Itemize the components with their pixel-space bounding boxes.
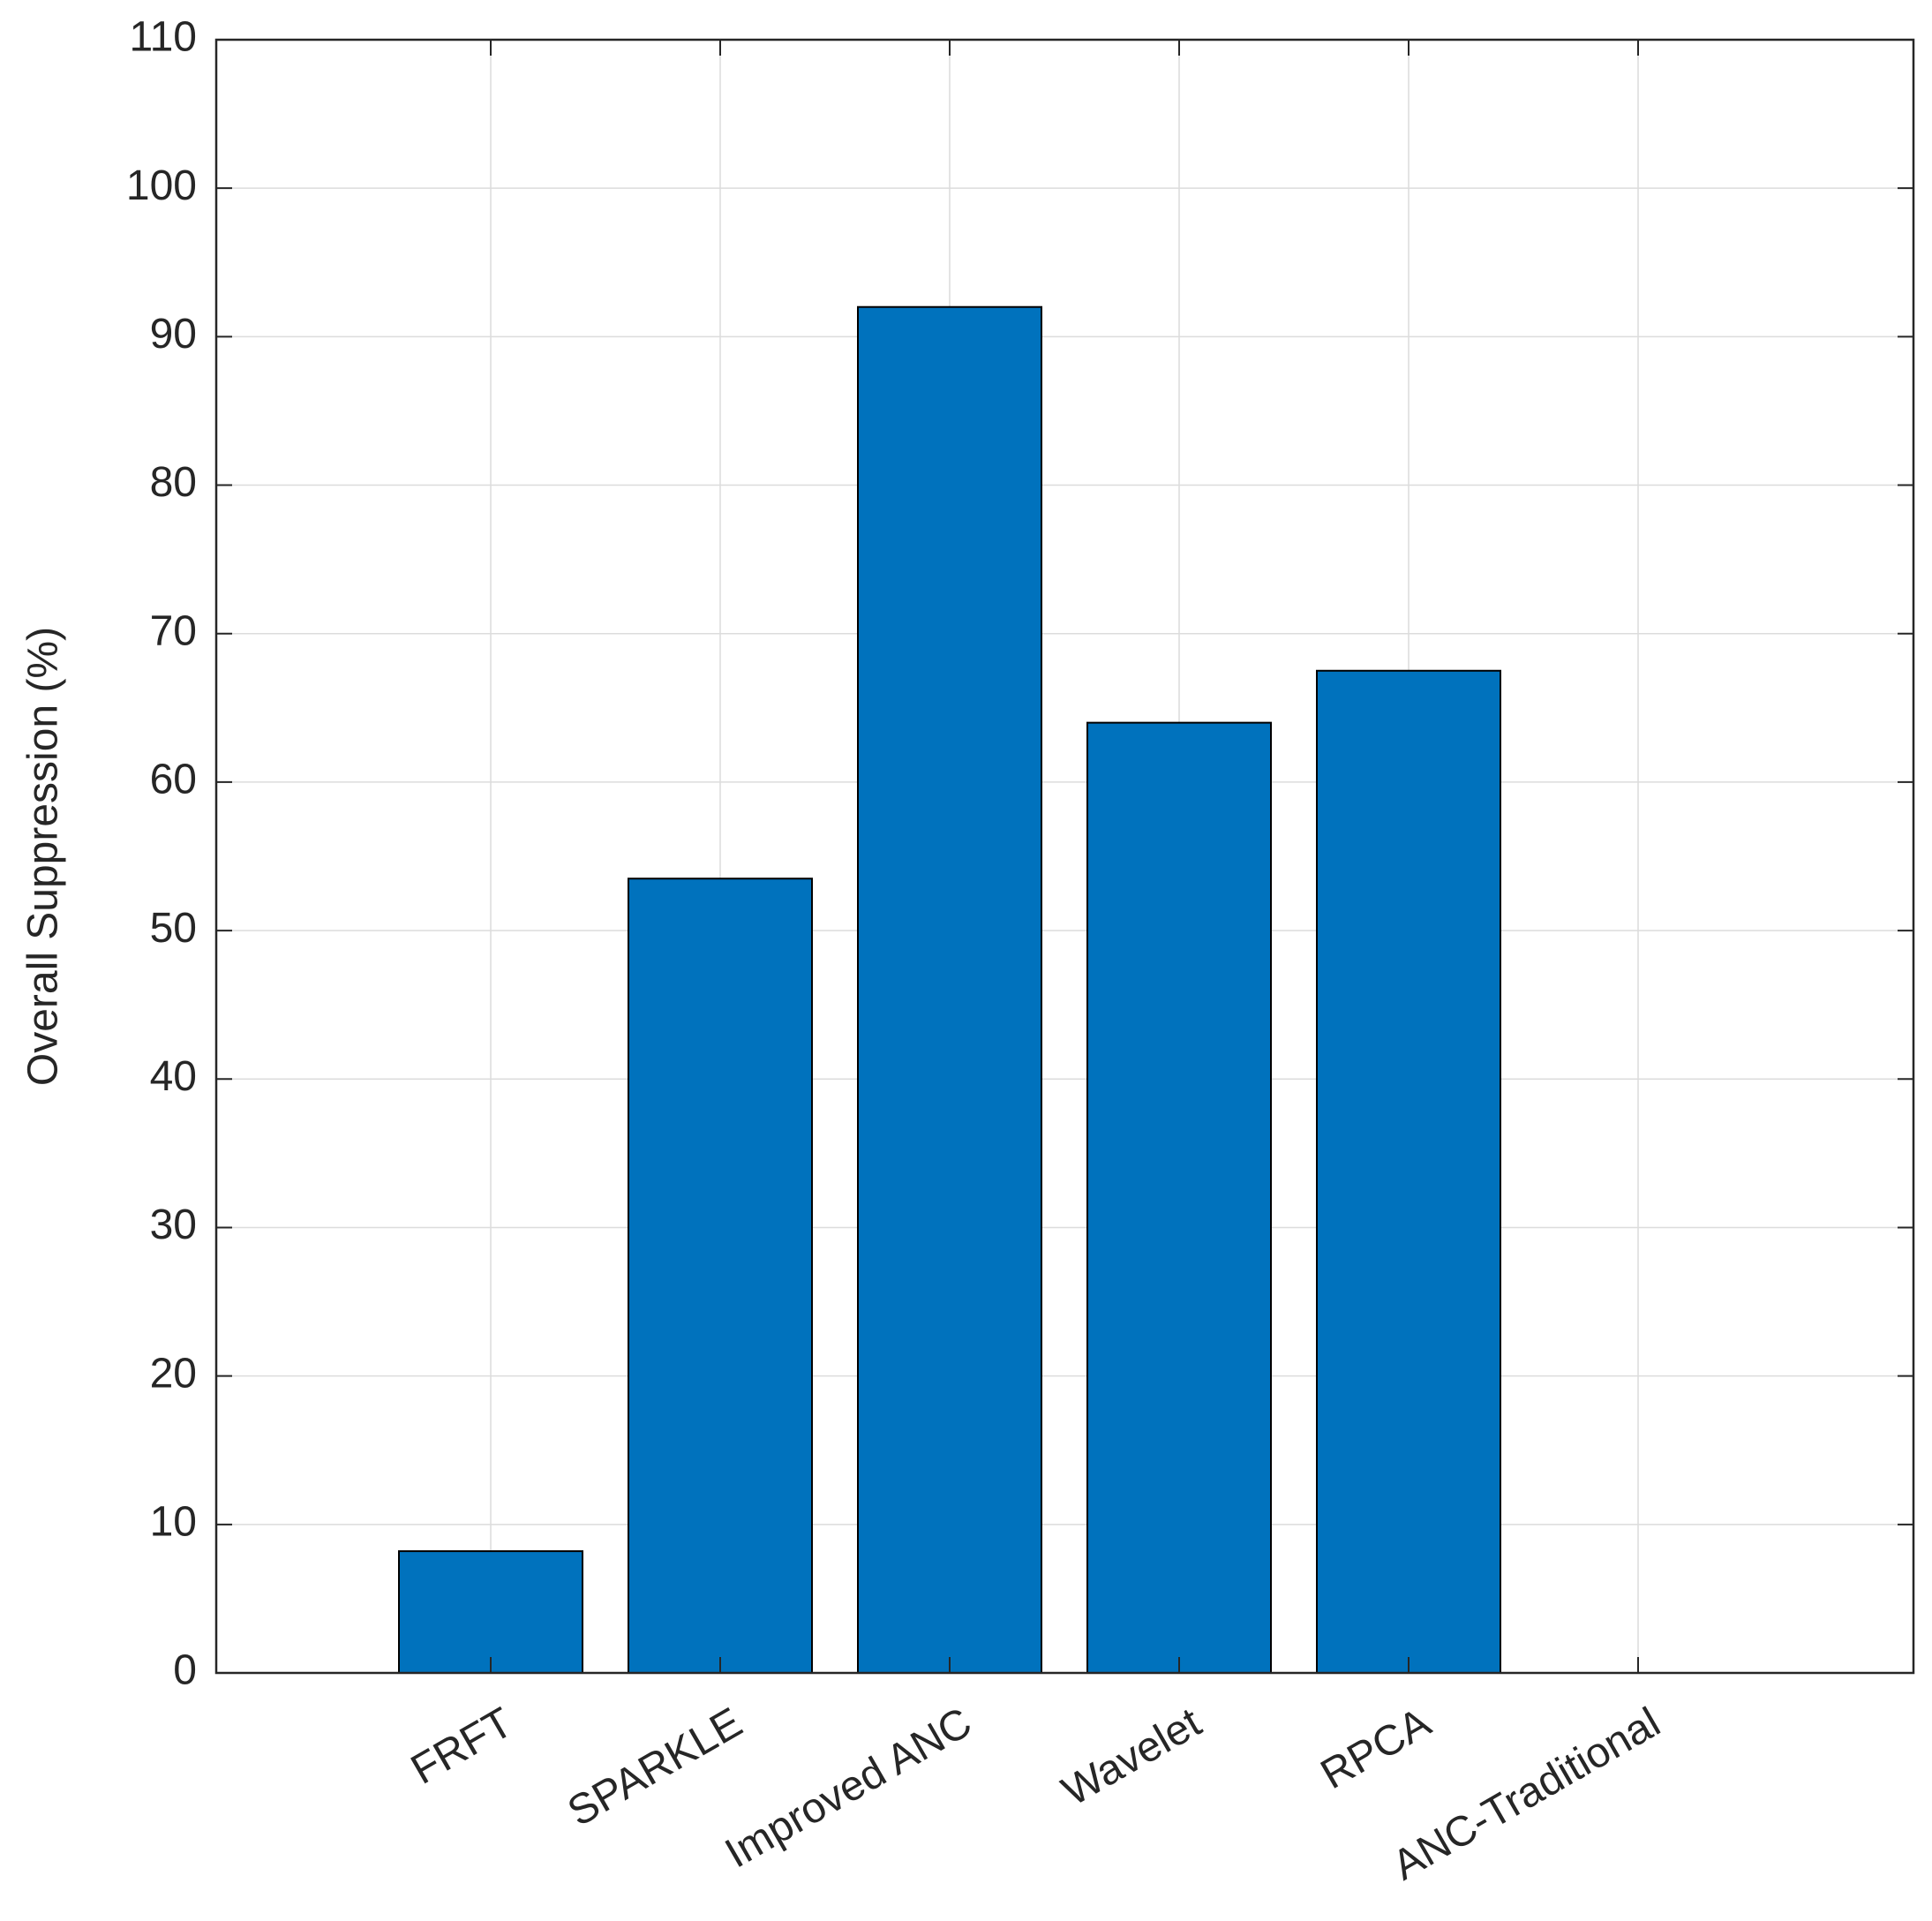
y-tick-label: 60 <box>150 757 197 803</box>
bar <box>1086 721 1272 1674</box>
y-tick-label: 40 <box>150 1053 197 1100</box>
y-tick-label: 70 <box>150 607 197 654</box>
y-tick-label: 80 <box>150 459 197 506</box>
bar <box>398 1550 583 1675</box>
y-axis-label: Overall Suppression (%) <box>20 627 67 1086</box>
y-tick-label: 0 <box>173 1647 197 1694</box>
y-tick-label: 20 <box>150 1350 197 1397</box>
bar <box>1316 669 1501 1674</box>
bar <box>857 305 1042 1674</box>
y-tick-label: 10 <box>150 1498 197 1545</box>
bar <box>628 878 813 1674</box>
y-tick-label: 90 <box>150 311 197 358</box>
y-tick-label: 30 <box>150 1202 197 1248</box>
y-tick-label: 50 <box>150 905 197 952</box>
plot-frame <box>214 38 1915 1675</box>
y-tick-label: 110 <box>129 14 197 61</box>
y-tick-label: 100 <box>126 162 197 209</box>
